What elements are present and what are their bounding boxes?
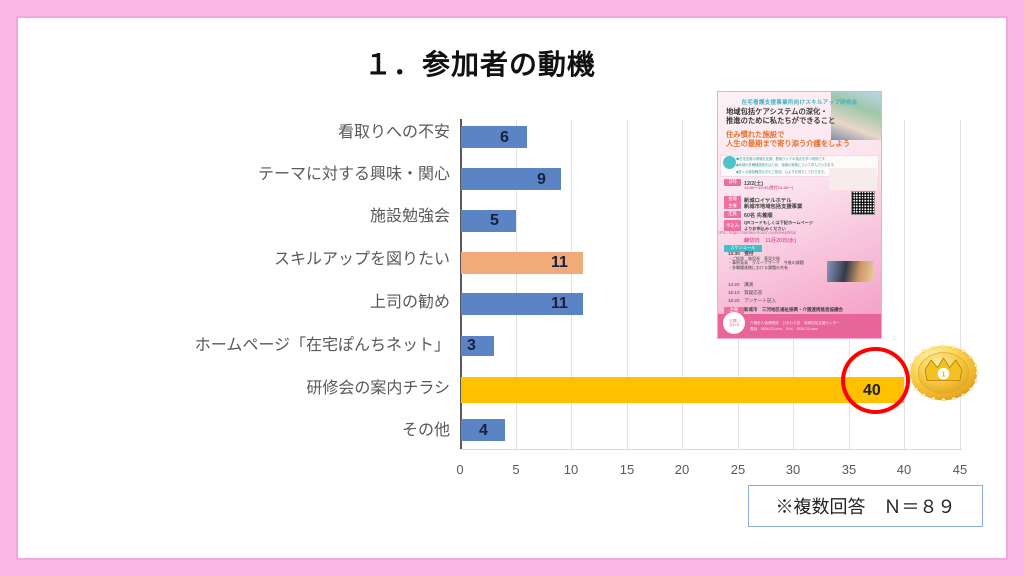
svg-text:1: 1: [941, 369, 945, 378]
